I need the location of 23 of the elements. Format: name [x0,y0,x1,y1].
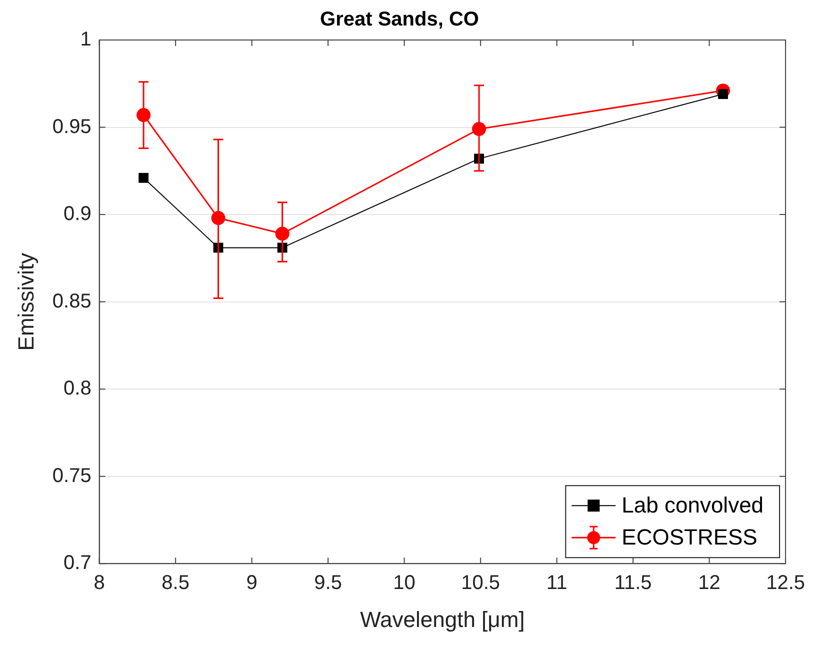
chart-title: Great Sands, CO [320,8,479,31]
x-tick-label: 11.5 [614,572,652,594]
y-axis-title: Emissivity [13,252,38,351]
x-tick-label: 9.5 [314,572,342,594]
x-tick-label: 10 [393,572,416,594]
y-tick-label: 0.7 [64,552,92,574]
x-axis-title: Wavelength [μm] [360,606,525,632]
x-tick-label: 10.5 [461,572,500,594]
x-tick-label: 9 [246,572,258,594]
y-tick-label: 0.9 [64,203,92,226]
x-tick-label: 12 [698,572,720,594]
y-tick-label: 0.8 [64,378,92,400]
x-tick-label: 8 [94,572,105,594]
y-tick-label: 0.85 [52,290,92,312]
legend-label: Lab convolved [622,492,764,518]
legend-label: ECOSTRESS [622,524,758,550]
x-tick-label: 12.5 [766,572,806,594]
y-tick-label: 0.75 [52,464,92,487]
y-tick-label: 1 [80,28,92,51]
point [138,172,148,183]
x-tick-label: 8.5 [162,572,190,594]
x-tick-label: 11 [546,572,568,594]
y-tick-label: 0.95 [52,116,92,138]
